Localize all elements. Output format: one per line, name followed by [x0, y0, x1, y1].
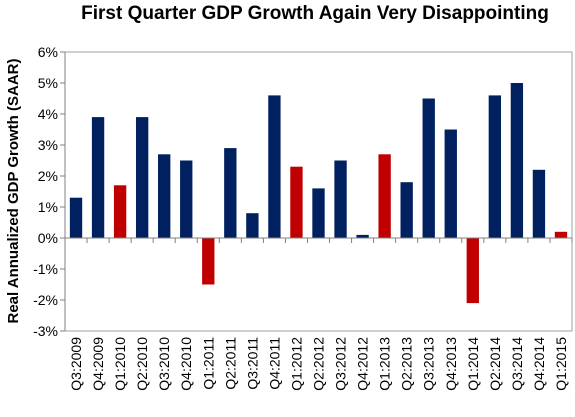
bar-q1-2010	[113, 185, 127, 238]
bar-q3-2012	[334, 160, 347, 238]
x-tick-label: Q2:2013	[399, 337, 415, 391]
axes-layer	[60, 51, 573, 332]
x-tick-labels: Q3:2009 Q4:2009 Q1:2010 Q2:2010 Q3:2010 Q4:20…	[68, 337, 569, 391]
x-tick-label: Q4:2014	[531, 337, 547, 391]
chart-title: First Quarter GDP Growth Again Very Disa…	[81, 3, 549, 24]
bar-q4-2010	[180, 160, 193, 238]
bar-q4-2012	[356, 234, 369, 238]
bar-q1-2014	[466, 238, 479, 304]
y-tick-label: 0%	[38, 230, 58, 246]
x-tick-label: Q1:2013	[377, 337, 393, 391]
y-tick-label: -2%	[33, 292, 58, 308]
bar-q1-2012	[290, 166, 303, 238]
y-axis-title: Real Annualized GDP Growth (SAAR)	[5, 58, 22, 323]
bar-q4-2009	[91, 117, 105, 238]
x-tick-label: Q3:2014	[509, 337, 525, 391]
bar-q3-2010	[158, 154, 171, 238]
x-tick-label: Q3:2011	[244, 337, 260, 390]
y-tick-label: 5%	[38, 75, 58, 91]
x-tick-label: Q3:2013	[421, 337, 437, 391]
x-tick-label: Q2:2010	[134, 337, 150, 391]
y-tick-label: 1%	[38, 199, 58, 215]
x-tick-label: Q1:2015	[553, 337, 569, 391]
bar-q2-2014	[488, 95, 502, 239]
bar-q4-2011	[268, 95, 281, 239]
x-tick-label: Q1:2011	[200, 337, 216, 390]
bar-q2-2010	[135, 117, 149, 238]
bar-q1-2011	[202, 238, 215, 285]
bar-q3-2009	[69, 197, 83, 238]
bar-q3-2011	[246, 213, 259, 238]
bars-layer	[69, 83, 568, 304]
x-tick-label: Q1:2012	[288, 337, 304, 391]
y-tick-labels: -3% -2% -1% 0% 1% 2% 3% 4% 5% 6%	[33, 44, 58, 339]
bar-q4-2014	[532, 169, 546, 238]
x-tick-label: Q1:2014	[465, 337, 481, 391]
bar-q2-2012	[312, 188, 325, 238]
y-tick-label: -3%	[33, 323, 58, 339]
x-tick-label: Q4:2011	[266, 337, 282, 390]
y-tick-label: 3%	[38, 137, 58, 153]
bar-q1-2015	[554, 231, 568, 238]
y-tick-label: 2%	[38, 168, 58, 184]
bar-q2-2013	[400, 182, 413, 238]
bar-q3-2013	[422, 98, 435, 238]
x-tick-label: Q4:2009	[90, 337, 106, 391]
x-tick-label: Q2:2011	[222, 337, 238, 390]
x-tick-label: Q3:2010	[156, 337, 172, 391]
x-tick-label: Q2:2012	[311, 337, 327, 391]
y-tick-label: -1%	[33, 261, 58, 277]
x-tick-label: Q2:2014	[487, 337, 503, 391]
x-tick-label: Q1:2010	[112, 337, 128, 391]
x-tick-label: Q4:2010	[178, 337, 194, 391]
bar-q1-2013	[378, 154, 391, 238]
x-tick-label: Q4:2013	[443, 337, 459, 391]
y-tick-label: 6%	[38, 44, 58, 60]
y-tick-label: 4%	[38, 106, 58, 122]
bar-q2-2011	[224, 148, 237, 238]
x-tick-label: Q4:2012	[355, 337, 371, 391]
x-tick-label: Q3:2009	[68, 337, 84, 391]
x-tick-label: Q3:2012	[333, 337, 349, 391]
bar-q3-2014	[510, 83, 524, 238]
bar-q4-2013	[444, 129, 457, 238]
